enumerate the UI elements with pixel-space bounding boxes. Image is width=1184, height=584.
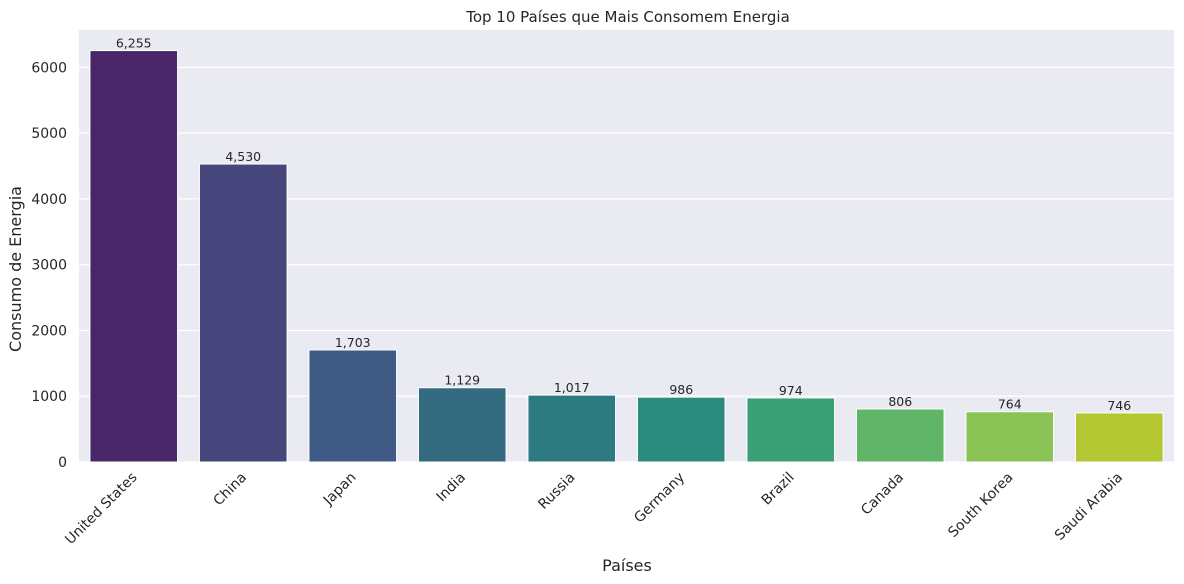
- chart-title: Top 10 Países que Mais Consomem Energia: [465, 8, 790, 26]
- x-tick-labels: United States China Japan India Russia German…: [62, 470, 1126, 548]
- data-label: 1,129: [444, 373, 480, 388]
- y-tick-labels: 0 1000 2000 3000 4000 5000 6000: [31, 60, 67, 471]
- bar: [746, 397, 836, 463]
- x-tick-label: Germany: [631, 470, 688, 527]
- data-label: 806: [888, 394, 912, 409]
- data-label: 764: [998, 397, 1022, 412]
- bar: [965, 411, 1055, 463]
- data-label: 1,017: [554, 380, 590, 395]
- data-label: 6,255: [116, 36, 152, 51]
- y-tick-label: 1000: [31, 389, 67, 405]
- data-label: 1,703: [335, 335, 371, 350]
- y-tick-label: 6000: [31, 60, 67, 76]
- bar: [636, 396, 726, 463]
- x-tick-label: United States: [62, 470, 140, 548]
- data-label: 4,530: [225, 149, 261, 164]
- x-axis-label: Países: [602, 556, 652, 575]
- x-tick-label: China: [210, 470, 250, 510]
- bar: [855, 408, 945, 463]
- bar: [1074, 412, 1164, 463]
- bar: [527, 394, 617, 463]
- x-tick-label: Japan: [320, 470, 360, 510]
- y-tick-label: 5000: [31, 126, 67, 142]
- x-tick-label: Brazil: [759, 470, 798, 509]
- data-labels: 6,255 4,530 1,703 1,129 1,017 986 974 806 764 746: [116, 36, 1131, 413]
- y-axis-label: Consumo de Energia: [6, 186, 25, 352]
- y-tick-label: 4000: [31, 192, 67, 208]
- y-tick-label: 2000: [31, 323, 67, 339]
- data-label: 986: [669, 382, 693, 397]
- x-tick-label: South Korea: [945, 470, 1016, 541]
- bars: [89, 50, 1164, 463]
- x-tick-label: Canada: [858, 470, 907, 519]
- y-tick-label: 0: [58, 455, 67, 471]
- y-tick-label: 3000: [31, 258, 67, 274]
- x-tick-label: India: [433, 470, 469, 506]
- bar: [89, 50, 179, 463]
- bar: [308, 349, 398, 463]
- bar: [417, 387, 507, 463]
- data-label: 974: [779, 383, 803, 398]
- x-tick-label: Russia: [535, 470, 578, 513]
- x-tick-label: Saudi Arabia: [1052, 470, 1126, 544]
- bar: [198, 163, 288, 463]
- data-label: 746: [1107, 398, 1131, 413]
